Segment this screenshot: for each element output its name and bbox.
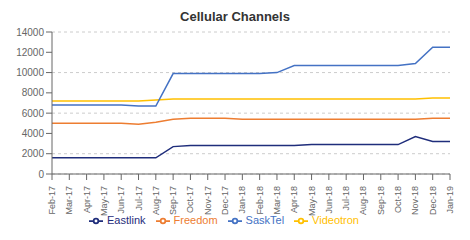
svg-text:Sep-18: Sep-18 xyxy=(376,186,386,215)
svg-text:4000: 4000 xyxy=(22,128,45,139)
svg-text:Jun-18: Jun-18 xyxy=(324,186,334,214)
svg-text:Nov-17: Nov-17 xyxy=(203,186,213,215)
svg-text:Jan-19: Jan-19 xyxy=(445,186,455,214)
svg-text:Oct-17: Oct-17 xyxy=(185,186,195,213)
svg-text:Feb-18: Feb-18 xyxy=(255,186,265,215)
svg-text:Jul-18: Jul-18 xyxy=(341,186,351,211)
svg-text:10000: 10000 xyxy=(16,67,44,78)
svg-text:May-18: May-18 xyxy=(307,186,317,216)
svg-text:Aug-17: Aug-17 xyxy=(151,186,161,215)
svg-text:12000: 12000 xyxy=(16,47,44,58)
html-text:Videotron: Videotron xyxy=(312,214,359,226)
svg-text:Apr-18: Apr-18 xyxy=(289,186,299,213)
svg-text:Jul-17: Jul-17 xyxy=(134,186,144,211)
svg-text:Nov-18: Nov-18 xyxy=(410,186,420,215)
svg-text:Oct-18: Oct-18 xyxy=(393,186,403,213)
svg-text:0: 0 xyxy=(38,169,44,180)
svg-text:6000: 6000 xyxy=(22,108,45,119)
svg-text:2000: 2000 xyxy=(22,148,45,159)
html-text:SaskTel: SaskTel xyxy=(245,214,285,226)
svg-text:May-17: May-17 xyxy=(99,186,109,216)
svg-text:Dec-17: Dec-17 xyxy=(220,186,230,215)
svg-text:Mar-17: Mar-17 xyxy=(64,186,74,215)
svg-text:Feb-17: Feb-17 xyxy=(47,186,57,215)
html-text:Eastlink: Eastlink xyxy=(107,214,146,226)
svg-text:14000: 14000 xyxy=(16,27,44,38)
svg-text:Jun-17: Jun-17 xyxy=(116,186,126,214)
svg-text:Jan-18: Jan-18 xyxy=(237,186,247,214)
html-text:Freedom: Freedom xyxy=(173,214,218,226)
svg-text:Dec-18: Dec-18 xyxy=(428,186,438,215)
svg-text:Aug-18: Aug-18 xyxy=(358,186,368,215)
svg-text:Apr-17: Apr-17 xyxy=(82,186,92,213)
svg-text:8000: 8000 xyxy=(22,87,45,98)
html-text:Cellular Channels: Cellular Channels xyxy=(180,9,290,24)
svg-text:Sep-17: Sep-17 xyxy=(168,186,178,215)
svg-text:Mar-18: Mar-18 xyxy=(272,186,282,215)
